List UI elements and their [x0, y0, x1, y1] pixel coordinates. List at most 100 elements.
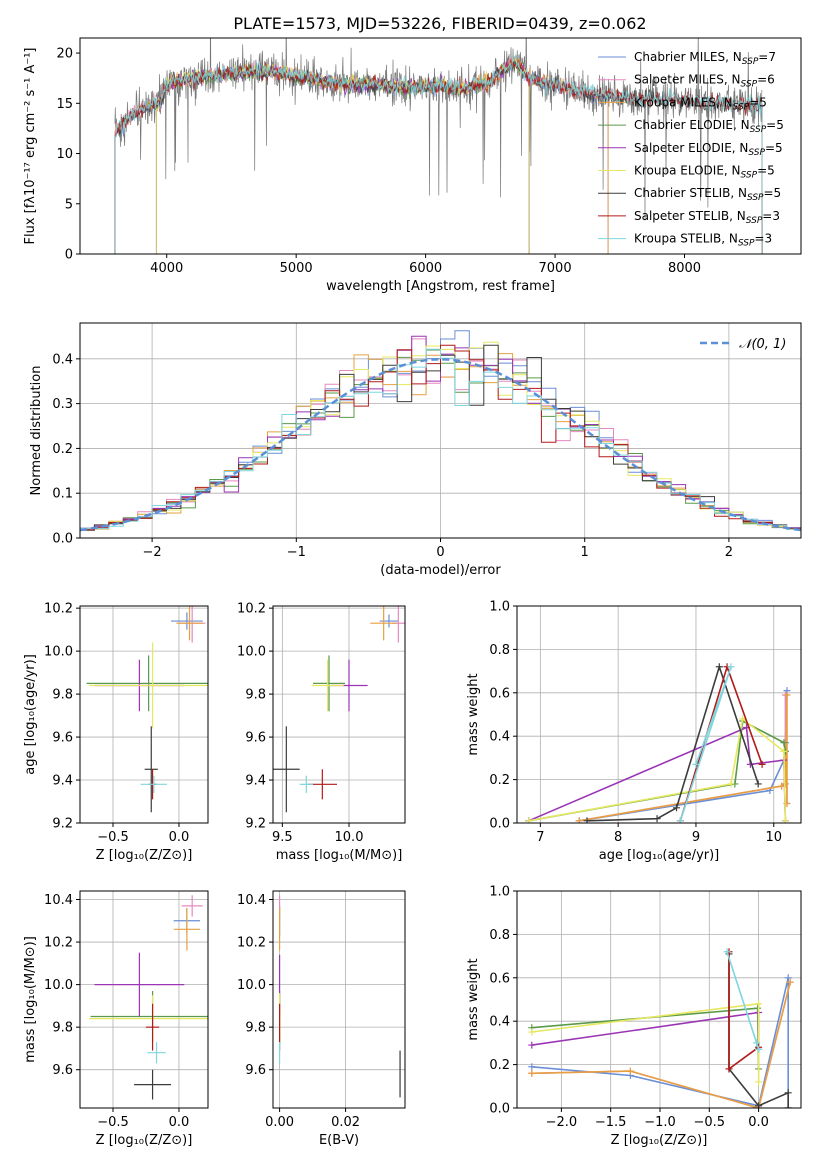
legend-entry: Kroupa ELODIE, NSSP=5 [634, 164, 775, 181]
marker [653, 815, 661, 823]
x-tick-label: 1 [581, 545, 589, 560]
age_vs_mass-points [273, 606, 405, 813]
marker [725, 1065, 733, 1073]
errorbar-salpeter-elodie [94, 952, 185, 1017]
y-tick-label: 0.2 [489, 1058, 510, 1073]
y-tick-label: 0.3 [52, 397, 73, 412]
marker [528, 1028, 536, 1036]
errorbar-chabrier-stelib [273, 726, 300, 813]
y-tick-label: 9.2 [245, 817, 266, 832]
weight_vs_age-xlabel: age [log₁₀(age/yr)] [599, 848, 720, 863]
errorbar-chabrier-stelib [144, 726, 158, 813]
marker [525, 817, 533, 823]
y-tick-label: 0.0 [489, 1102, 510, 1117]
marker [528, 1069, 536, 1077]
x-tick-label: 0.02 [331, 1115, 360, 1130]
marker [626, 1067, 634, 1075]
mass_vs_ebv-xlabel: E(B-V) [319, 1133, 359, 1148]
marker [754, 780, 762, 788]
errorbar-salpeter-stelib [145, 1003, 160, 1051]
marker [784, 974, 792, 982]
age_vs_Z-axes: −0.5 0.0 9.2 9.4 9.6 9.8 10.0 10.2 [44, 602, 208, 845]
weight_vs_age-ylabel: mass weight [466, 673, 481, 755]
y-tick-label: 9.6 [52, 731, 73, 746]
weights-salpeter-elodie [525, 724, 789, 823]
y-tick-label: 9.6 [52, 1063, 73, 1078]
x-tick-label: 5000 [280, 261, 313, 276]
weight_vs_Z-lines [528, 948, 794, 1108]
x-tick-label: −1 [287, 545, 306, 560]
x-tick-label: 0.0 [169, 830, 190, 845]
x-tick-label: −1.0 [644, 1115, 676, 1130]
y-tick-label: 10.0 [237, 978, 266, 993]
y-tick-label: 9.8 [245, 1021, 266, 1036]
age_vs_mass-xlabel: mass [log₁₀(M/M⊙)] [276, 848, 403, 863]
legend-entry: Kroupa MILES, NSSP=5 [634, 95, 767, 112]
errorbar-kroupa-elodie [311, 659, 344, 712]
marker [780, 739, 788, 747]
weights-chabrier-stelib [583, 663, 762, 823]
y-tick-label: 1.0 [489, 600, 510, 615]
y-tick-label: 9.2 [52, 817, 73, 832]
marker [786, 978, 794, 986]
marker [754, 1004, 762, 1012]
y-tick-label: 0.6 [489, 971, 510, 986]
legend-entry: Salpeter MILES, NSSP=6 [634, 73, 775, 90]
errorbar-kroupa-stelib [147, 1042, 166, 1064]
normal-curve [80, 358, 801, 532]
x-tick-label: 0.0 [748, 1115, 769, 1130]
marker [692, 760, 700, 768]
residuals-xlabel: (data-model)/error [380, 563, 501, 578]
marker [723, 948, 731, 956]
errorbar-kroupa-stelib [299, 775, 313, 793]
weight_vs_Z-xlabel: Z [log₁₀(Z/Z⊙)] [611, 1133, 708, 1148]
marker [727, 663, 735, 671]
marker [755, 1078, 763, 1086]
marker [528, 1041, 536, 1049]
y-tick-label: 10.4 [44, 893, 73, 908]
y-tick-label: 0.0 [489, 817, 510, 832]
y-tick-label: 10.0 [44, 645, 73, 660]
residuals-frame [79, 322, 802, 539]
errorbar-kroupa-stelib [140, 775, 168, 793]
residual-histograms [80, 330, 801, 532]
errorbar-chabrier-elodie [313, 655, 345, 712]
y-tick-label: 0.4 [489, 730, 510, 745]
y-tick-label: 0.8 [489, 643, 510, 658]
legend-entry: Kroupa STELIB, NSSP=3 [634, 232, 772, 249]
mass_vs_Z-ylabel: mass [log₁₀(M/M⊙)] [23, 936, 38, 1063]
y-tick-label: 10.0 [44, 978, 73, 993]
y-tick-label: 10.2 [237, 602, 266, 617]
x-tick-label: 4000 [150, 261, 183, 276]
legend-entry: 𝒩(0, 1) [739, 337, 786, 352]
weight_vs_age-axes: 7 8 9 10 0.0 0.2 0.4 0.6 0.8 1.0 [489, 600, 801, 845]
weights-chabrier-elodie [528, 1004, 763, 1073]
y-tick-label: 0.4 [489, 1015, 510, 1030]
weights-kroupa-elodie [528, 1000, 763, 1086]
marker [755, 1000, 763, 1008]
marker [753, 1039, 761, 1047]
marker [784, 1104, 792, 1108]
errorbar-chabrier-miles [171, 612, 203, 630]
x-tick-label: 0.00 [265, 1115, 294, 1130]
errorbar-salpeter-miles [181, 895, 203, 917]
y-tick-label: 0.1 [52, 487, 73, 502]
y-tick-label: 15 [56, 97, 73, 112]
x-tick-label: −2.0 [546, 1115, 578, 1130]
errorbar-kroupa-elodie [89, 642, 208, 729]
marker [528, 1063, 536, 1071]
y-tick-label: 9.8 [245, 688, 266, 703]
residuals-legend: 𝒩(0, 1) [700, 337, 786, 352]
errorbar-kroupa-miles [176, 606, 203, 641]
y-tick-label: 10.2 [44, 602, 73, 617]
mass_vs_ebv-frame [272, 890, 406, 1109]
marker [780, 747, 788, 755]
y-tick-label: 9.6 [245, 1063, 266, 1078]
weights-salpeter-miles [528, 978, 794, 1108]
x-tick-label: −2 [143, 545, 162, 560]
errorbar-chabrier-miles [379, 614, 399, 628]
weights-salpeter-stelib [676, 663, 766, 823]
marker [783, 691, 791, 699]
marker [715, 663, 723, 671]
